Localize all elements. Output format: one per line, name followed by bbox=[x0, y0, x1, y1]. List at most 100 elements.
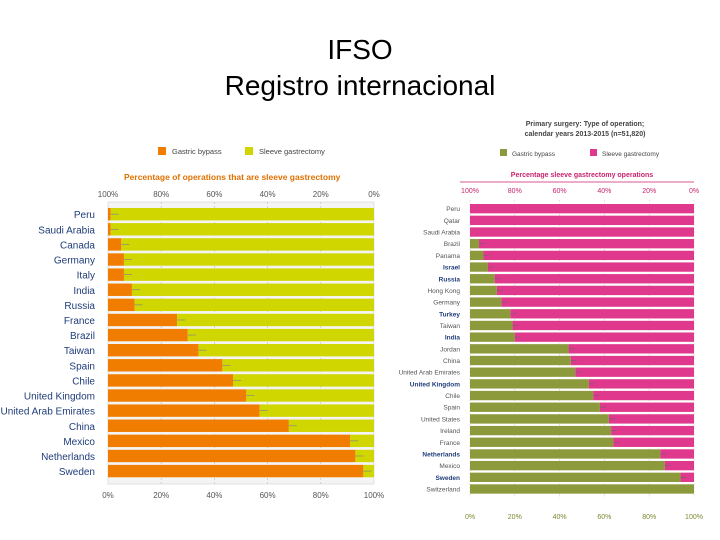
left-category-label: Russia bbox=[64, 301, 95, 312]
left-bar-gastric bbox=[108, 298, 135, 312]
right-category-label: Israel bbox=[443, 265, 460, 272]
left-category-label: Netherlands bbox=[41, 452, 95, 463]
right-bar-sleeve bbox=[608, 414, 694, 424]
left-bar-gastric bbox=[108, 328, 188, 342]
right-category-label: Hong Kong bbox=[427, 288, 460, 295]
right-chart-title-line2: calendar years 2013-2015 (n=51,820) bbox=[525, 131, 646, 138]
right-bar-sleeve bbox=[470, 204, 694, 214]
left-bar-gastric bbox=[108, 434, 351, 448]
left-bar-sleeve bbox=[110, 208, 374, 221]
right-category-label: China bbox=[443, 358, 460, 365]
right-category-label: Sweden bbox=[435, 475, 460, 482]
right-bar-sleeve bbox=[593, 390, 694, 401]
right-bar-gastric bbox=[470, 309, 511, 319]
right-category-label: Brazil bbox=[444, 241, 461, 248]
right-category-label: Panama bbox=[436, 253, 461, 260]
left-bar-sleeve bbox=[259, 404, 374, 417]
right-legend-swatch-sleeve bbox=[590, 149, 597, 156]
right-bar-gastric bbox=[470, 402, 600, 412]
left-chart-title: Percentage of operations that are sleeve… bbox=[124, 172, 341, 182]
right-bar-gastric bbox=[470, 285, 497, 296]
left-bar-sleeve bbox=[355, 449, 374, 463]
right-bottom-tick-label: 80% bbox=[642, 514, 656, 521]
left-category-label: Canada bbox=[60, 240, 95, 251]
right-legend-label-gastric: Gastric bypass bbox=[512, 151, 556, 158]
left-bar-gastric bbox=[108, 419, 289, 432]
left-bar-gastric bbox=[108, 449, 356, 463]
right-category-label: Taiwan bbox=[440, 323, 461, 330]
left-bar-gastric bbox=[108, 374, 234, 387]
left-bottom-tick-label: 0% bbox=[102, 491, 114, 500]
right-category-label: Jordan bbox=[440, 346, 460, 353]
right-chart-subtitle: Percentage sleeve gastrectomy operations bbox=[511, 172, 654, 179]
left-category-label: Sweden bbox=[59, 467, 95, 478]
left-category-label: Taiwan bbox=[64, 346, 95, 357]
right-category-label: Spain bbox=[443, 405, 460, 412]
left-bottom-tick-label: 100% bbox=[364, 491, 384, 500]
left-category-label: Germany bbox=[54, 256, 95, 267]
left-legend-swatch-gastric bbox=[158, 147, 166, 155]
slide-title-line1: IFSO bbox=[327, 34, 393, 65]
right-bar-sleeve bbox=[510, 309, 694, 319]
right-category-label: India bbox=[445, 335, 461, 342]
right-bar-sleeve bbox=[501, 297, 694, 307]
right-bar-gastric bbox=[470, 437, 614, 447]
left-bar-gastric bbox=[108, 389, 247, 402]
left-category-label: Mexico bbox=[63, 437, 95, 448]
right-bar-gastric bbox=[470, 472, 681, 482]
left-bar-sleeve bbox=[187, 328, 374, 342]
right-legend-swatch-gastric bbox=[500, 149, 507, 156]
right-legend-label-sleeve: Sleeve gastrectomy bbox=[602, 151, 660, 158]
left-bar-gastric bbox=[108, 208, 111, 221]
right-category-label: United Arab Emirates bbox=[399, 370, 461, 377]
right-bar-sleeve bbox=[470, 227, 694, 237]
right-bar-sleeve bbox=[664, 460, 694, 471]
right-bar-sleeve bbox=[575, 367, 694, 377]
right-category-label: Turkey bbox=[439, 311, 460, 318]
right-bar-sleeve bbox=[613, 437, 694, 447]
right-category-label: Qatar bbox=[444, 218, 461, 225]
right-chart-title-line1: Primary surgery: Type of operation; bbox=[526, 121, 645, 128]
left-bar-gastric bbox=[108, 283, 132, 296]
right-bottom-tick-label: 100% bbox=[685, 514, 703, 521]
left-bottom-tick-label: 60% bbox=[260, 491, 276, 500]
left-bar-sleeve bbox=[222, 359, 374, 372]
slide-title-line2: Registro internacional bbox=[224, 70, 496, 101]
right-bar-sleeve bbox=[483, 250, 694, 261]
left-bar-sleeve bbox=[177, 313, 374, 327]
right-category-label: Saudi Arabia bbox=[423, 230, 460, 237]
left-top-tick-label: 40% bbox=[260, 190, 276, 199]
right-bottom-tick-label: 40% bbox=[553, 514, 567, 521]
right-category-label: United Kingdom bbox=[410, 381, 460, 388]
right-bottom-tick-label: 60% bbox=[597, 514, 611, 521]
left-bar-sleeve bbox=[233, 374, 374, 387]
left-category-label: Italy bbox=[77, 271, 95, 282]
right-bar-sleeve bbox=[470, 215, 694, 226]
right-bar-sleeve bbox=[512, 320, 694, 331]
right-bar-gastric bbox=[470, 355, 571, 366]
right-bottom-tick-label: 0% bbox=[465, 514, 475, 521]
right-category-label: Mexico bbox=[439, 463, 460, 470]
left-category-label: India bbox=[73, 286, 95, 297]
right-top-tick-label: 100% bbox=[461, 188, 479, 195]
left-category-label: Spain bbox=[69, 361, 95, 372]
right-bar-gastric bbox=[470, 460, 665, 471]
right-category-label: Chile bbox=[445, 393, 460, 400]
left-bar-gastric bbox=[108, 238, 122, 251]
right-bar-sleeve bbox=[568, 344, 694, 354]
left-category-label: China bbox=[69, 422, 96, 433]
left-bar-gastric bbox=[108, 464, 364, 478]
right-bar-gastric bbox=[470, 239, 479, 249]
left-bar-gastric bbox=[108, 359, 223, 372]
left-bar-sleeve bbox=[350, 434, 374, 448]
left-bar-gastric bbox=[108, 404, 260, 417]
right-category-label: Germany bbox=[433, 300, 460, 307]
right-bar-sleeve bbox=[494, 274, 694, 284]
left-top-tick-label: 60% bbox=[206, 190, 222, 199]
left-bar-sleeve bbox=[246, 389, 374, 402]
left-top-tick-label: 100% bbox=[98, 190, 118, 199]
right-bar-gastric bbox=[470, 344, 569, 354]
right-bar-sleeve bbox=[660, 449, 694, 459]
left-bar-sleeve bbox=[123, 268, 375, 281]
